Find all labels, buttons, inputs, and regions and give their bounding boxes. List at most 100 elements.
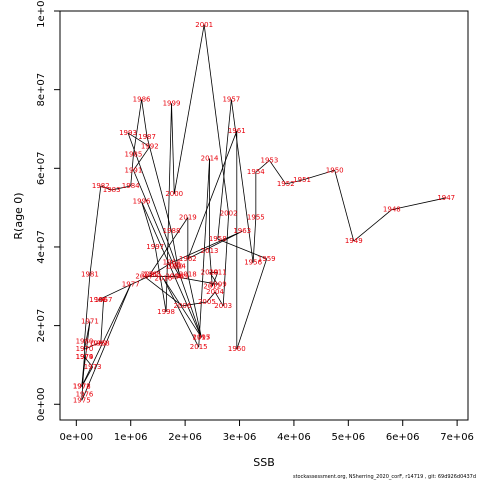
trajectory-segment xyxy=(176,266,202,338)
year-point-label: 1957 xyxy=(222,95,240,103)
year-point-label: 1991 xyxy=(125,166,143,174)
trajectory-segment xyxy=(285,179,303,185)
trajectory-segment xyxy=(187,130,238,259)
year-point-label: 2010 xyxy=(201,269,219,277)
year-point-label: 1986 xyxy=(133,95,151,103)
year-point-label: 2017 xyxy=(193,333,211,341)
trajectory-segment xyxy=(255,160,270,173)
trajectory-segment xyxy=(130,154,134,187)
trajectory-segment xyxy=(154,246,167,312)
trajectory-segment xyxy=(141,201,156,248)
trajectory-segment xyxy=(127,132,150,148)
footer-credit: stockassessment.org, NSherring_2020_corF… xyxy=(293,474,476,480)
trajectory-segment xyxy=(89,185,102,275)
year-point-label: 2015 xyxy=(190,343,208,351)
year-point-label: 1947 xyxy=(437,194,455,202)
year-point-label: 1977 xyxy=(122,280,140,288)
year-point-label: 1975 xyxy=(73,396,91,404)
trajectory-segment xyxy=(217,238,267,260)
year-point-label: 1950 xyxy=(326,166,344,174)
trajectory-segment xyxy=(127,132,178,267)
year-point-label: 2007 xyxy=(135,272,153,280)
year-point-label: 1960 xyxy=(228,345,246,353)
x-tick-label: 5e+06 xyxy=(332,432,366,443)
trajectory-segment xyxy=(163,278,200,348)
year-point-label: 1982 xyxy=(92,182,110,190)
year-point-label: 1967 xyxy=(95,296,113,304)
y-axis: 0e+00 2e+07 4e+07 6e+07 8e+07 1e+08 xyxy=(36,0,60,421)
year-point-label: 1964 xyxy=(163,259,181,267)
axes xyxy=(59,10,469,421)
year-point-label: 2013 xyxy=(201,247,219,255)
year-point-label: 1956 xyxy=(244,259,262,267)
trajectory-segment xyxy=(252,217,257,263)
trajectory-segment xyxy=(111,185,131,191)
year-point-label: 1968 xyxy=(92,339,110,347)
x-tick-label: 7e+06 xyxy=(440,432,474,443)
trajectory-segment xyxy=(100,185,112,191)
y-tick-label: 0e+00 xyxy=(36,387,47,421)
trajectory-segment xyxy=(217,99,232,240)
trajectory-segment xyxy=(187,274,202,338)
trajectory-segment xyxy=(171,231,181,277)
x-tick-label: 2e+06 xyxy=(168,432,202,443)
year-point-label: 1980 xyxy=(76,337,94,345)
trajectory-segment xyxy=(97,274,153,301)
y-tick-label: 6e+07 xyxy=(36,151,47,185)
trajectory-segment xyxy=(165,103,172,312)
year-point-label: 1997 xyxy=(146,243,164,251)
year-point-label: 1978 xyxy=(73,383,91,391)
plot-frame xyxy=(59,10,469,421)
year-point-label: 1954 xyxy=(247,168,265,176)
trajectory-segment xyxy=(163,278,202,338)
year-point-label: 1985 xyxy=(125,151,143,159)
trajectory-segment xyxy=(149,217,189,275)
year-point-label: 1972 xyxy=(73,383,91,391)
trajectory-segment xyxy=(211,272,219,287)
year-point-label: 1948 xyxy=(383,206,401,214)
year-point-label: 1979 xyxy=(76,353,94,361)
year-point-label: 1959 xyxy=(258,255,276,263)
year-point-label: 1999 xyxy=(163,99,181,107)
year-point-label: 1984 xyxy=(122,182,140,190)
year-point-label: 1963 xyxy=(233,227,251,235)
year-point-label: 2003 xyxy=(214,302,232,310)
year-point-label: 1961 xyxy=(228,127,246,135)
y-tick-label: 2e+07 xyxy=(36,309,47,343)
y-tick-label: 8e+07 xyxy=(36,73,47,107)
trajectory-segment xyxy=(209,272,219,285)
trajectory-segment xyxy=(198,158,210,348)
year-point-label: 1990 xyxy=(165,263,183,271)
year-point-label: 1996 xyxy=(133,198,151,206)
year-point-label: 2000 xyxy=(165,190,183,198)
trajectory-segment xyxy=(209,250,213,287)
year-point-label: 2008 xyxy=(165,272,183,280)
trajectory-segment xyxy=(81,357,85,387)
trajectory-segment xyxy=(187,230,243,260)
trajectory-lines xyxy=(81,24,447,401)
year-point-label: 1966 xyxy=(89,296,107,304)
year-point-label: 2011 xyxy=(209,269,227,277)
trajectory-segment xyxy=(141,201,202,338)
y-tick-label: 1e+08 xyxy=(36,0,47,28)
year-point-label: 1983 xyxy=(103,186,121,194)
year-point-label: 1962 xyxy=(179,255,197,263)
trajectory-segment xyxy=(144,276,183,307)
year-point-label: 2006 xyxy=(173,302,191,310)
year-point-label: 2009 xyxy=(209,280,227,288)
trajectory-segment xyxy=(391,197,447,210)
y-axis-title: R(age 0) xyxy=(12,192,25,239)
x-tick-label: 0e+00 xyxy=(60,432,94,443)
year-point-label: 2002 xyxy=(220,210,238,218)
year-point-label: 2016 xyxy=(154,274,172,282)
year-point-label: 1995 xyxy=(193,333,211,341)
x-axis-title: SSB xyxy=(253,456,275,469)
trajectory-segment xyxy=(100,300,104,344)
trajectory-segment xyxy=(214,291,224,307)
year-point-label: 2005 xyxy=(198,298,216,306)
year-point-label: 2012 xyxy=(203,282,221,290)
year-point-label: 1981 xyxy=(81,270,99,278)
trajectory-segment xyxy=(84,274,91,342)
year-point-label: 1970 xyxy=(76,345,94,353)
